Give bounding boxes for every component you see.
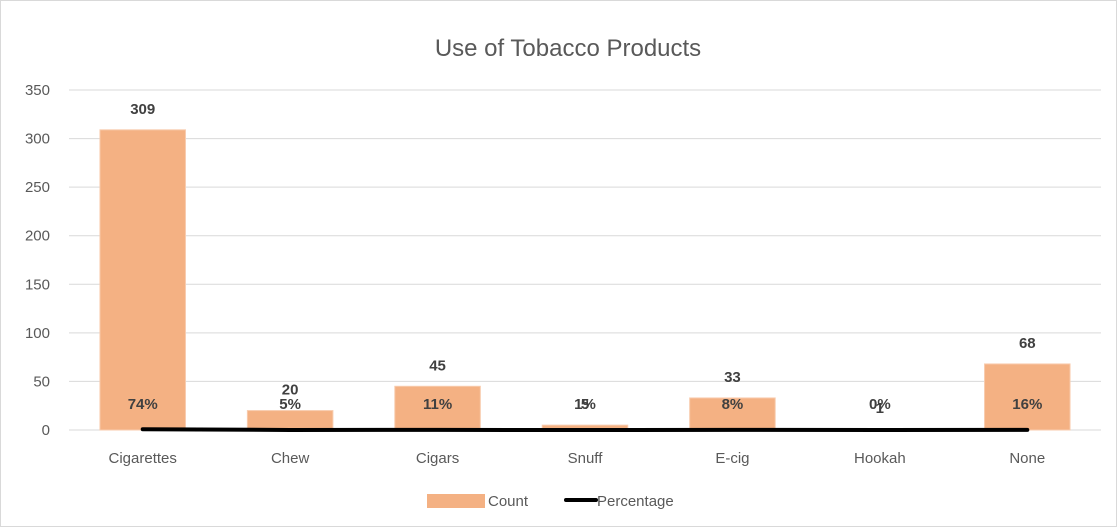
bar bbox=[984, 363, 1071, 431]
legend-count-swatch bbox=[427, 494, 485, 508]
gridlines bbox=[69, 89, 1101, 431]
x-category-label: Hookah bbox=[854, 450, 906, 467]
percentage-label: 1% bbox=[574, 396, 596, 413]
x-category-label: None bbox=[1009, 450, 1045, 467]
chart-title: Use of Tobacco Products bbox=[435, 35, 701, 62]
value-label: 5 bbox=[581, 396, 589, 413]
x-axis-categories: Cigarettes Chew Cigars Snuff E-cig Hookah None bbox=[109, 450, 1046, 467]
percentage-label: 0% bbox=[869, 396, 891, 413]
value-label: 45 bbox=[429, 357, 446, 374]
percentage-line-path bbox=[140, 427, 1030, 432]
y-tick-label: 350 bbox=[25, 82, 50, 99]
percentage-label: 74% bbox=[128, 396, 158, 413]
x-category-label: Cigarettes bbox=[109, 450, 177, 467]
y-tick-label: 150 bbox=[25, 276, 50, 293]
percentage-label: 16% bbox=[1012, 396, 1042, 413]
x-category-label: Cigars bbox=[416, 450, 459, 467]
percentage-line bbox=[140, 427, 1030, 432]
y-tick-label: 300 bbox=[25, 131, 50, 148]
bars bbox=[99, 129, 1071, 431]
x-category-label: Chew bbox=[271, 450, 310, 467]
y-tick-label: 0 bbox=[42, 422, 50, 439]
bar bbox=[689, 397, 776, 431]
y-tick-label: 250 bbox=[25, 179, 50, 196]
x-category-label: E-cig bbox=[715, 450, 749, 467]
value-label: 33 bbox=[724, 369, 741, 386]
legend-count-label: Count bbox=[488, 493, 529, 510]
y-tick-label: 100 bbox=[25, 325, 50, 342]
percentage-label: 5% bbox=[279, 396, 301, 413]
value-label: 309 bbox=[130, 101, 155, 118]
y-tick-label: 200 bbox=[25, 228, 50, 245]
y-axis-ticks: 0 50 100 150 200 250 300 350 bbox=[25, 82, 50, 439]
percentage-label: 11% bbox=[423, 396, 452, 413]
value-labels: 309 20 45 5 33 1 68 bbox=[130, 101, 1035, 417]
percentage-label: 8% bbox=[722, 396, 744, 413]
legend: Count Percentage bbox=[427, 493, 674, 510]
value-label: 20 bbox=[282, 382, 299, 399]
value-label: 68 bbox=[1019, 335, 1036, 352]
percentage-labels: 74% 5% 11% 1% 8% 0% 16% bbox=[128, 396, 1043, 413]
value-label: 1 bbox=[876, 400, 884, 417]
x-category-label: Snuff bbox=[568, 450, 604, 467]
y-tick-label: 50 bbox=[33, 373, 50, 390]
bar bbox=[246, 410, 334, 431]
legend-percentage-label: Percentage bbox=[597, 493, 674, 510]
bar bbox=[99, 129, 186, 431]
